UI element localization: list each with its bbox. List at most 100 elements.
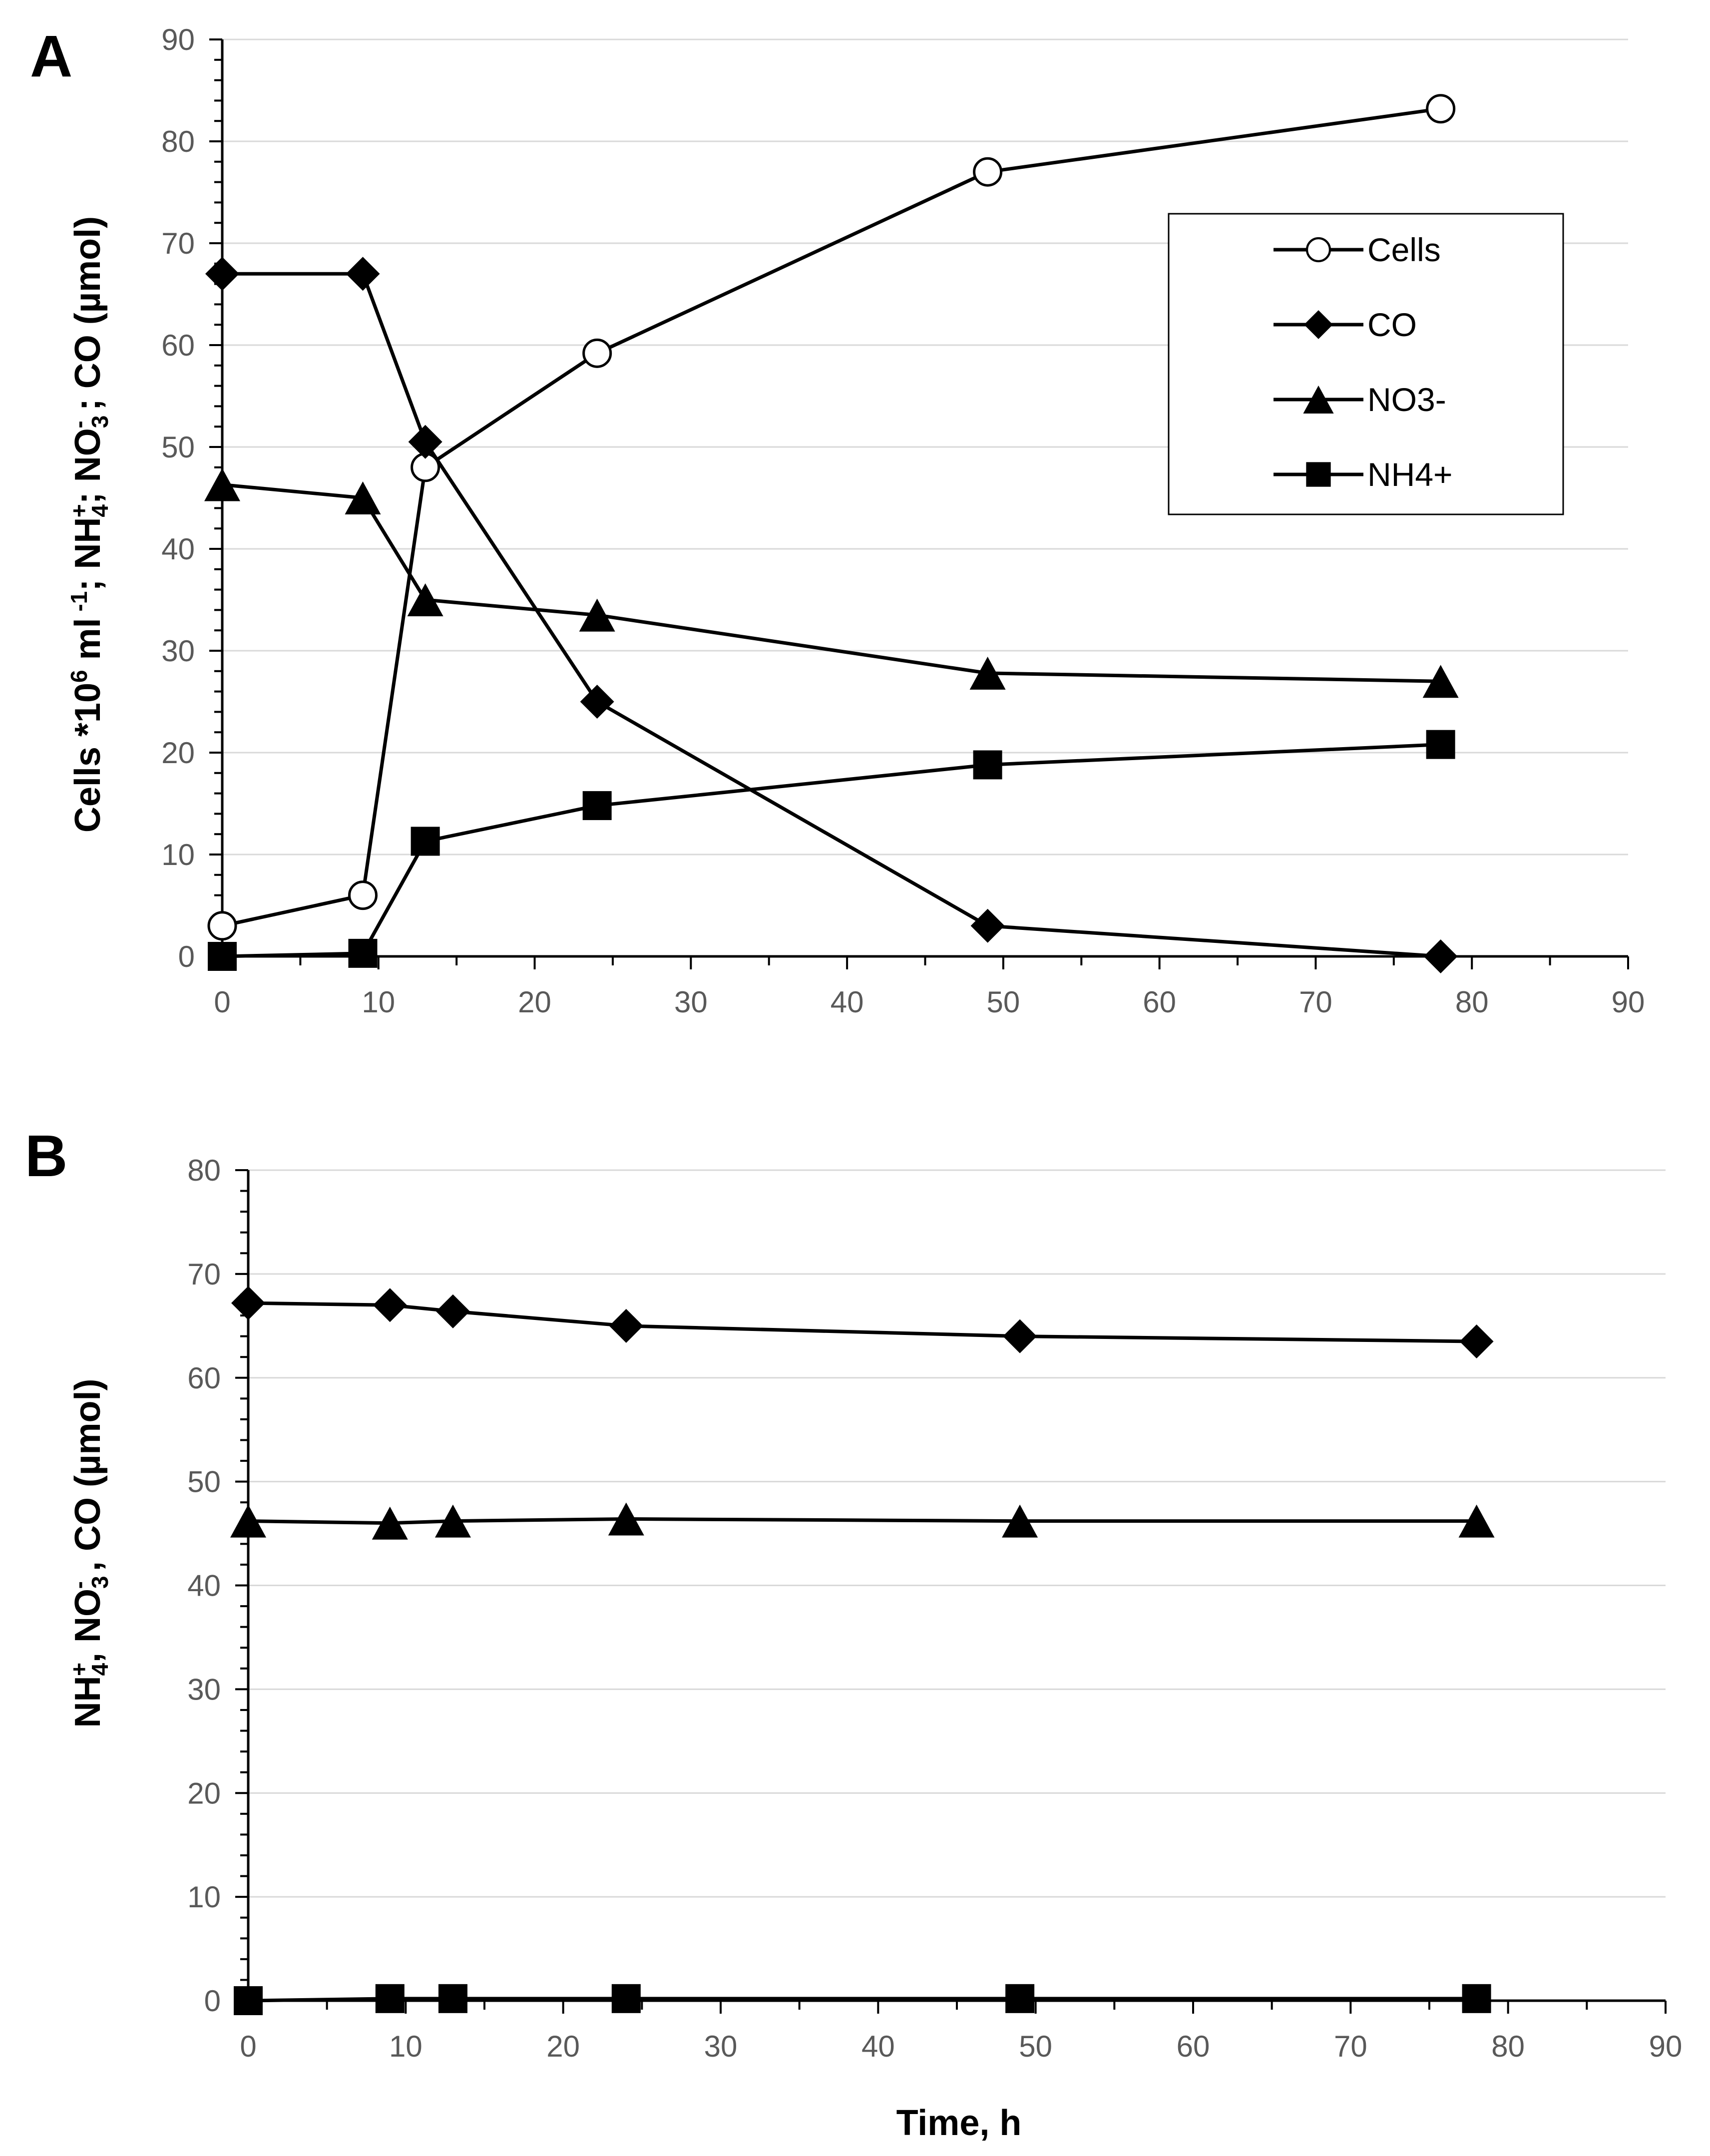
y-tick-label: 0 bbox=[204, 1984, 221, 2018]
data-point-nh4 bbox=[438, 1984, 467, 2013]
y-tick-label: 70 bbox=[187, 1258, 221, 1291]
data-point-no3 bbox=[969, 656, 1006, 690]
x-tick-label: 80 bbox=[1491, 2030, 1525, 2063]
y-axis-title-part: 3 bbox=[87, 416, 113, 429]
y-tick-label: 30 bbox=[187, 1673, 221, 1706]
y-axis-title-part: 3 bbox=[87, 1576, 113, 1589]
y-axis-title-part: - bbox=[66, 1581, 92, 1589]
y-axis-title-part: , CO (µmol) bbox=[68, 1379, 108, 1581]
y-axis-title-part: 4 bbox=[87, 504, 113, 517]
data-point-no3 bbox=[434, 1504, 471, 1538]
series-nh4 bbox=[208, 730, 1455, 971]
series-no3 bbox=[230, 1502, 1495, 1540]
x-tick-label: 70 bbox=[1334, 2030, 1367, 2063]
data-point-no3 bbox=[345, 481, 381, 514]
y-axis-title-part: ml bbox=[68, 618, 108, 670]
data-point-nh4 bbox=[411, 827, 440, 856]
legend-box bbox=[1168, 213, 1564, 515]
data-point-no3 bbox=[230, 1504, 266, 1538]
y-axis-title-part: NH bbox=[68, 1676, 108, 1727]
x-tick-label: 90 bbox=[1649, 2030, 1683, 2063]
data-point-co bbox=[1003, 1319, 1037, 1353]
y-tick-label: 60 bbox=[161, 329, 195, 362]
data-point-no3 bbox=[608, 1502, 644, 1536]
data-point-no3 bbox=[407, 583, 443, 616]
series-line-no3 bbox=[222, 482, 1441, 683]
legend-entry-nh4: NH4+ bbox=[1274, 456, 1453, 493]
y-tick-label: 70 bbox=[161, 227, 195, 260]
data-point-co bbox=[580, 685, 614, 719]
panel-b: B 0 10 20 30 40 50 60 70 80 0 10 20 30 40 50 60 70 80 90 N… bbox=[25, 1123, 1682, 2143]
y-axis-title-part: ; NH bbox=[68, 517, 108, 591]
data-point-cells bbox=[973, 157, 1003, 187]
x-tick-label: 70 bbox=[1299, 985, 1332, 1019]
data-point-no3 bbox=[579, 598, 615, 632]
y-tick-label: 20 bbox=[187, 1776, 221, 1810]
y-tick-label: 10 bbox=[187, 1880, 221, 1914]
legend-entry-cells: Cells bbox=[1274, 231, 1441, 268]
y-axis-title-part: + bbox=[66, 1663, 92, 1676]
data-point-no3 bbox=[1422, 665, 1459, 698]
data-point-cells bbox=[1426, 94, 1456, 124]
panel-b-letter: B bbox=[25, 1123, 67, 1189]
y-axis-title-part: ; CO (µmol) bbox=[68, 216, 108, 421]
legend-entry-co: CO bbox=[1274, 306, 1417, 343]
y-tick-label: 80 bbox=[161, 125, 195, 158]
series-co bbox=[205, 257, 1458, 973]
panel-b-x-axis-title: Time, h bbox=[896, 2103, 1022, 2143]
y-tick-label: 40 bbox=[161, 532, 195, 566]
data-point-nh4 bbox=[234, 1986, 263, 2015]
panel-b-gridlines bbox=[248, 1169, 1666, 1898]
data-point-co bbox=[205, 257, 239, 291]
data-point-nh4 bbox=[1005, 1984, 1035, 2013]
x-tick-label: 30 bbox=[704, 2030, 738, 2063]
data-point-co bbox=[231, 1286, 265, 1320]
series-no3 bbox=[204, 468, 1459, 698]
legend-marker-nh4 bbox=[1306, 462, 1331, 487]
y-tick-label: 20 bbox=[161, 736, 195, 770]
series-line-no3 bbox=[248, 1517, 1477, 1525]
data-point-no3 bbox=[1002, 1504, 1038, 1538]
panel-b-series bbox=[230, 1286, 1495, 2015]
data-point-co bbox=[1459, 1324, 1494, 1358]
y-axis-title-part: - bbox=[66, 421, 92, 428]
data-point-nh4 bbox=[611, 1984, 641, 2013]
legend-label-no3: NO3- bbox=[1367, 381, 1446, 418]
panel-a: A 0 10 20 30 40 50 60 70 80 90 0 10 20 30 40 50 60 70 80 90… bbox=[30, 23, 1645, 1019]
series-cells bbox=[207, 94, 1456, 941]
y-tick-label: 0 bbox=[178, 940, 195, 973]
panel-a-axes: 0 10 20 30 40 50 60 70 80 90 0 10 20 30 40 50 60 70 80 90 bbox=[161, 23, 1645, 1019]
x-tick-label: 10 bbox=[362, 985, 395, 1019]
y-axis-title-part: Cells *10 bbox=[68, 683, 108, 833]
data-point-nh4 bbox=[375, 1984, 405, 2013]
series-nh4 bbox=[234, 1984, 1491, 2015]
x-tick-label: 0 bbox=[240, 2030, 256, 2063]
series-line-nh4 bbox=[222, 743, 1441, 958]
data-point-no3 bbox=[1458, 1504, 1495, 1538]
y-tick-label: 30 bbox=[161, 634, 195, 668]
panel-a-letter: A bbox=[30, 23, 72, 89]
data-point-co bbox=[609, 1308, 643, 1343]
y-tick-label: 60 bbox=[187, 1361, 221, 1395]
legend-label-cells: Cells bbox=[1367, 231, 1441, 268]
x-tick-label: 50 bbox=[1019, 2030, 1052, 2063]
x-tick-label: 60 bbox=[1143, 985, 1176, 1019]
panel-a-y-axis-title: Cells *106 ml -1; NH4+; NO3- ; CO (µmol) bbox=[66, 216, 113, 833]
legend-label-co: CO bbox=[1367, 306, 1417, 343]
panel-b-y-axis-title: NH4+, NO3- , CO (µmol) bbox=[66, 1379, 113, 1728]
legend-entries: Cells CO NO3- NH4+ bbox=[1274, 231, 1453, 493]
data-point-co bbox=[435, 1294, 470, 1328]
panel-a-series bbox=[204, 94, 1459, 973]
legend-marker-co bbox=[1304, 310, 1333, 339]
legend-label-nh4: NH4+ bbox=[1367, 456, 1453, 493]
x-tick-label: 40 bbox=[861, 2030, 895, 2063]
x-tick-label: 20 bbox=[546, 2030, 580, 2063]
x-tick-label: 40 bbox=[831, 985, 864, 1019]
data-point-nh4 bbox=[582, 791, 612, 821]
data-point-co bbox=[373, 1288, 407, 1322]
data-point-no3 bbox=[204, 468, 240, 501]
y-tick-label: 10 bbox=[161, 838, 195, 871]
data-point-no3 bbox=[372, 1506, 408, 1540]
y-tick-label: 80 bbox=[187, 1154, 221, 1187]
data-point-co bbox=[1423, 939, 1458, 973]
